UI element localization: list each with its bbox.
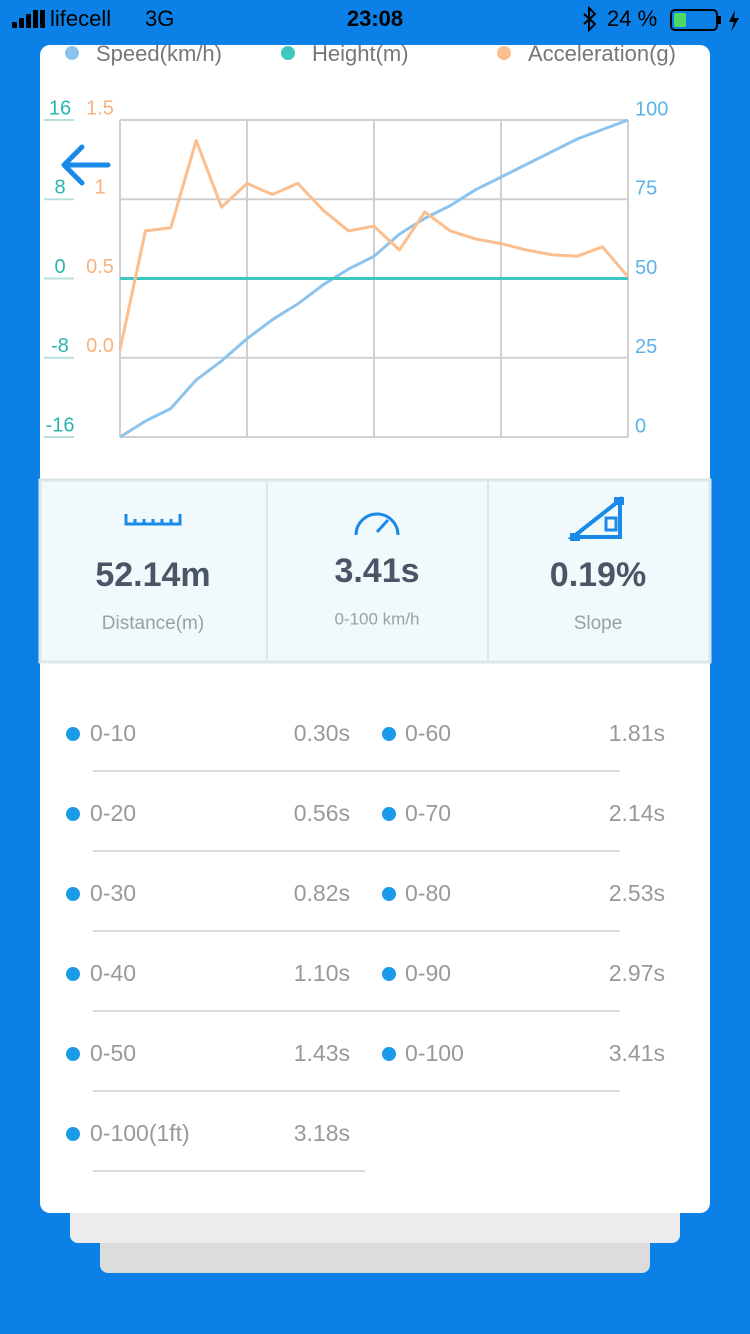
stat-label: Slope xyxy=(574,613,623,634)
clock: 23:08 xyxy=(347,6,403,31)
bluetooth-icon xyxy=(583,5,597,33)
y2-tick-label: 0 xyxy=(635,415,646,437)
split-time: 3.41s xyxy=(609,1040,665,1066)
split-dot xyxy=(66,967,80,981)
split-dot xyxy=(66,727,80,741)
split-dot xyxy=(66,1127,80,1141)
split-time: 2.14s xyxy=(609,800,665,826)
split-dot xyxy=(66,1047,80,1061)
y2-tick-label: 50 xyxy=(635,257,657,279)
y3-tick-label: 1.5 xyxy=(86,97,114,119)
split-dot xyxy=(382,887,396,901)
split-time: 0.30s xyxy=(294,720,350,746)
split-range: 0-70 xyxy=(405,800,451,826)
legend-marker xyxy=(281,46,295,60)
y3-tick-label: 1 xyxy=(94,177,105,199)
split-time: 2.97s xyxy=(609,960,665,986)
legend-label: Acceleration(g) xyxy=(528,41,676,66)
split-time: 1.43s xyxy=(294,1040,350,1066)
legend-label: Height(m) xyxy=(312,41,409,66)
split-time: 2.53s xyxy=(609,880,665,906)
split-range: 0-40 xyxy=(90,960,136,986)
gauge-icon xyxy=(354,512,400,536)
stat-value: 3.41s xyxy=(334,552,419,590)
stat-value: 0.19% xyxy=(550,556,646,594)
slope-icon xyxy=(567,495,624,541)
split-time: 1.10s xyxy=(294,960,350,986)
split-range: 0-50 xyxy=(90,1040,136,1066)
split-time: 3.18s xyxy=(294,1120,350,1146)
split-dot xyxy=(66,807,80,821)
split-range: 0-10 xyxy=(90,720,136,746)
stats-panel xyxy=(38,478,712,664)
network: 3G xyxy=(145,6,174,31)
stat-label: 0-100 km/h xyxy=(334,609,419,628)
split-dot xyxy=(382,967,396,981)
y2-tick-label: 75 xyxy=(635,178,657,200)
y3-tick-label: 0.5 xyxy=(86,256,114,278)
y-tick-label: -16 xyxy=(46,414,75,436)
y2-tick-label: 100 xyxy=(635,98,668,120)
split-range: 0-80 xyxy=(405,880,451,906)
split-range: 0-100(1ft) xyxy=(90,1120,190,1146)
legend-label: Speed(km/h) xyxy=(96,41,222,66)
y3-tick-label: 0.0 xyxy=(86,335,114,357)
split-range: 0-20 xyxy=(90,800,136,826)
legend-marker xyxy=(497,46,511,60)
split-range: 0-100 xyxy=(405,1040,464,1066)
stat-label: Distance(m) xyxy=(102,613,204,634)
split-dot xyxy=(66,887,80,901)
split-time: 1.81s xyxy=(609,720,665,746)
ruler-icon xyxy=(124,514,182,526)
y-tick-label: -8 xyxy=(51,335,69,357)
battery-icon xyxy=(670,9,739,32)
signal-icon xyxy=(12,10,45,28)
split-time: 0.56s xyxy=(294,800,350,826)
y-tick-label: 0 xyxy=(54,256,65,278)
split-dot xyxy=(382,807,396,821)
split-range: 0-90 xyxy=(405,960,451,986)
legend-marker xyxy=(65,46,79,60)
y-tick-label: 8 xyxy=(54,177,65,199)
split-time: 0.82s xyxy=(294,880,350,906)
y2-tick-label: 25 xyxy=(635,336,657,358)
series-line xyxy=(118,139,630,351)
split-range: 0-30 xyxy=(90,880,136,906)
back-button[interactable] xyxy=(61,144,111,186)
split-range: 0-60 xyxy=(405,720,451,746)
carrier: lifecell xyxy=(50,6,111,31)
battery-level: 24 % xyxy=(607,6,657,31)
y-tick-label: 16 xyxy=(49,97,71,119)
split-dot xyxy=(382,727,396,741)
stat-value: 52.14m xyxy=(95,556,210,594)
split-dot xyxy=(382,1047,396,1061)
series-line xyxy=(119,118,629,439)
